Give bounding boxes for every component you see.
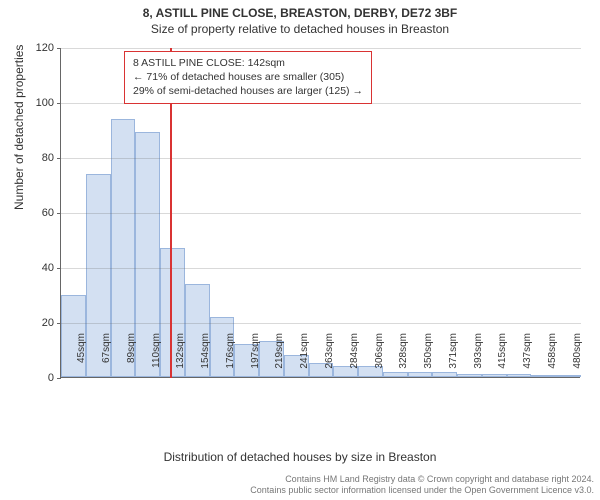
xtick-label: 132sqm xyxy=(175,333,186,383)
xtick-label: 45sqm xyxy=(76,333,87,383)
xtick-label: 480sqm xyxy=(572,333,583,383)
ytick-label: 0 xyxy=(24,372,54,384)
ytick-mark xyxy=(57,268,61,269)
gridline xyxy=(61,158,581,159)
xtick-label: 458sqm xyxy=(547,333,558,383)
xtick-label: 284sqm xyxy=(349,333,360,383)
ytick-label: 40 xyxy=(24,262,54,274)
ytick-mark xyxy=(57,48,61,49)
xtick-label: 176sqm xyxy=(225,333,236,383)
footer-line2: Contains public sector information licen… xyxy=(0,485,594,496)
xtick-label: 154sqm xyxy=(200,333,211,383)
ytick-label: 20 xyxy=(24,317,54,329)
ytick-label: 80 xyxy=(24,152,54,164)
ytick-mark xyxy=(57,103,61,104)
xtick-label: 263sqm xyxy=(324,333,335,383)
chart-container: 8, ASTILL PINE CLOSE, BREASTON, DERBY, D… xyxy=(0,0,600,500)
xtick-label: 197sqm xyxy=(250,333,261,383)
annotation-line2: ← 71% of detached houses are smaller (30… xyxy=(133,70,363,84)
gridline xyxy=(61,323,581,324)
y-axis-label: Number of detached properties xyxy=(12,45,26,210)
x-axis-label: Distribution of detached houses by size … xyxy=(0,450,600,464)
plot-area: 8 ASTILL PINE CLOSE: 142sqm ← 71% of det… xyxy=(60,48,580,378)
annotation-line3: 29% of semi-detached houses are larger (… xyxy=(133,84,363,98)
footer: Contains HM Land Registry data © Crown c… xyxy=(0,474,594,497)
annotation-box: 8 ASTILL PINE CLOSE: 142sqm ← 71% of det… xyxy=(124,51,372,104)
ytick-mark xyxy=(57,323,61,324)
title-sub: Size of property relative to detached ho… xyxy=(0,20,600,36)
xtick-label: 415sqm xyxy=(497,333,508,383)
ytick-mark xyxy=(57,378,61,379)
xtick-label: 306sqm xyxy=(374,333,385,383)
xtick-label: 371sqm xyxy=(448,333,459,383)
gridline xyxy=(61,268,581,269)
title-main: 8, ASTILL PINE CLOSE, BREASTON, DERBY, D… xyxy=(0,0,600,20)
xtick-label: 393sqm xyxy=(473,333,484,383)
xtick-label: 89sqm xyxy=(126,333,137,383)
ytick-label: 60 xyxy=(24,207,54,219)
xtick-label: 110sqm xyxy=(151,333,162,383)
xtick-label: 67sqm xyxy=(101,333,112,383)
xtick-label: 437sqm xyxy=(522,333,533,383)
ytick-label: 100 xyxy=(24,97,54,109)
ytick-mark xyxy=(57,158,61,159)
xtick-label: 241sqm xyxy=(299,333,310,383)
ytick-mark xyxy=(57,213,61,214)
xtick-label: 328sqm xyxy=(398,333,409,383)
footer-line1: Contains HM Land Registry data © Crown c… xyxy=(0,474,594,485)
annotation-line1: 8 ASTILL PINE CLOSE: 142sqm xyxy=(133,56,363,70)
gridline xyxy=(61,213,581,214)
gridline xyxy=(61,48,581,49)
ytick-label: 120 xyxy=(24,42,54,54)
xtick-label: 219sqm xyxy=(274,333,285,383)
xtick-label: 350sqm xyxy=(423,333,434,383)
